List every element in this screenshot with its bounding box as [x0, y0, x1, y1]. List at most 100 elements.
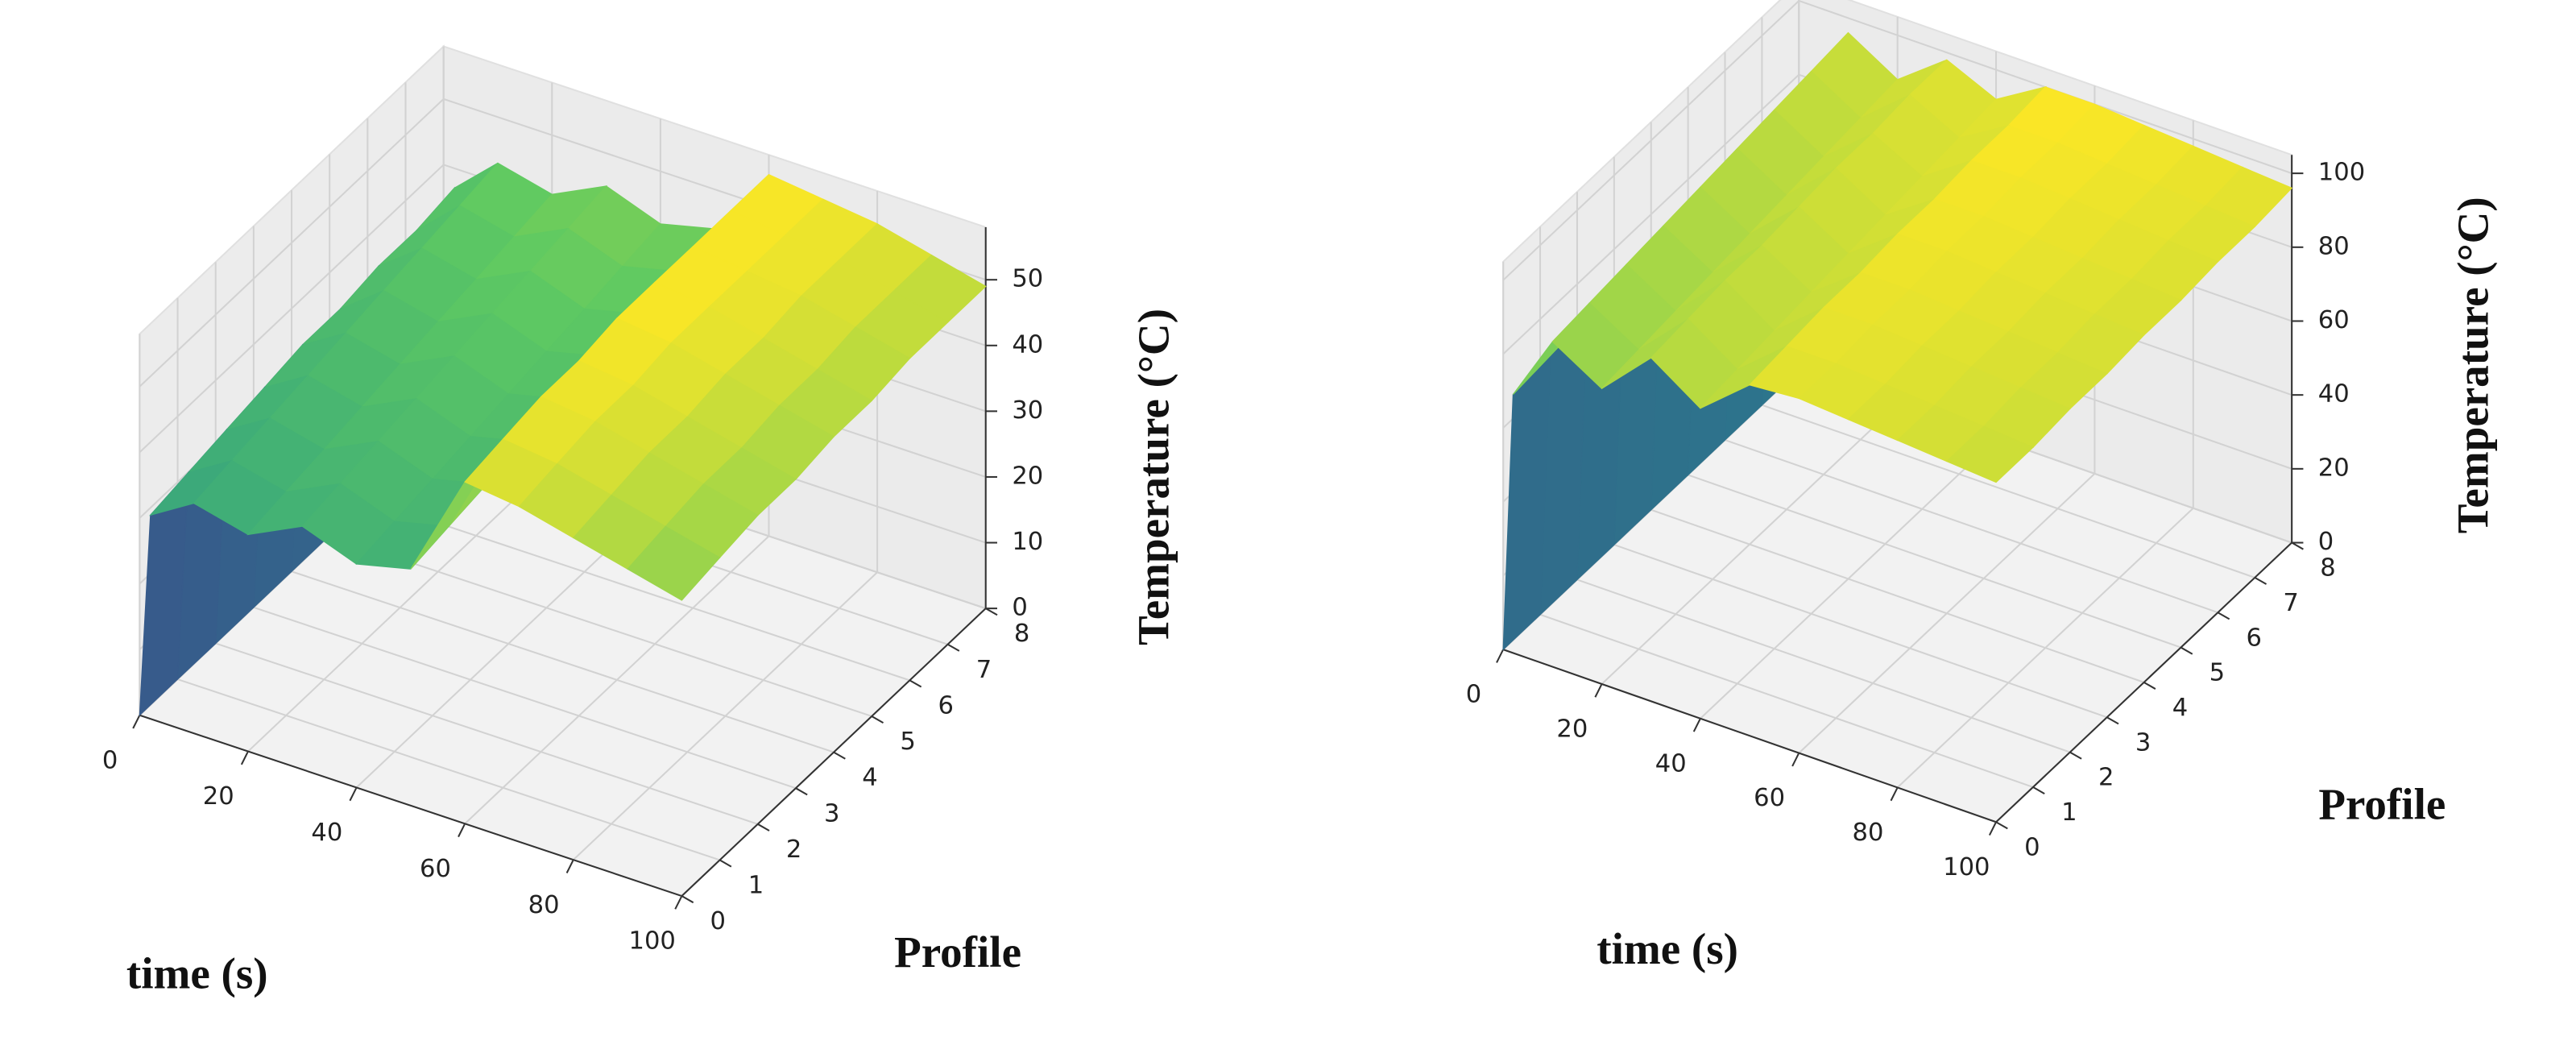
- z-tick-label: 40: [1012, 330, 1043, 359]
- y-tick-label: 8: [1014, 620, 1029, 648]
- x-axis-title: time (s): [1597, 924, 1738, 973]
- z-tick-label: 20: [2318, 454, 2350, 482]
- x-tick-label: 0: [102, 746, 118, 774]
- grid-line: [1502, 0, 1799, 281]
- tick-mark: [2291, 541, 2304, 550]
- z-tick-label: 60: [2318, 306, 2350, 334]
- y-tick-label: 7: [976, 656, 992, 684]
- y-tick-label: 5: [2209, 659, 2225, 687]
- y-tick-label: 2: [2098, 764, 2114, 792]
- tick-mark: [1791, 753, 1800, 767]
- y-tick-label: 4: [2172, 694, 2188, 722]
- tick-mark: [674, 895, 683, 910]
- tick-mark: [1890, 786, 1899, 802]
- tick-mark: [2032, 786, 2045, 794]
- axis-line: [1995, 541, 2292, 823]
- z-tick-label: 80: [2318, 232, 2350, 260]
- grid-line: [215, 642, 759, 825]
- y-tick-label: 3: [2135, 728, 2151, 757]
- x-tick-label: 40: [1655, 749, 1687, 778]
- grid-line: [1613, 544, 2108, 719]
- tick-mark: [2180, 646, 2193, 655]
- z-tick-label: 20: [1012, 462, 1043, 490]
- y-tick-label: 0: [2024, 833, 2040, 861]
- grid-line: [253, 606, 797, 790]
- grid-line: [291, 570, 835, 753]
- tick-mark: [2217, 612, 2230, 620]
- tick-mark: [871, 715, 884, 724]
- x-tick-label: 60: [1754, 784, 1785, 812]
- x-tick-label: 80: [1852, 819, 1883, 847]
- tick-mark: [2106, 716, 2119, 725]
- grid-line: [1688, 474, 2181, 649]
- grid-line: [329, 534, 872, 717]
- z-tick-label: 10: [1012, 528, 1043, 556]
- grid-line: [1650, 508, 2144, 683]
- tick-mark: [240, 751, 249, 765]
- z-axis-title: Temperature (°C): [1129, 309, 1178, 645]
- y-tick-label: 3: [824, 799, 839, 827]
- tick-mark: [909, 679, 922, 688]
- tick-mark: [349, 786, 358, 802]
- x-tick-label: 40: [311, 819, 342, 847]
- tick-mark: [985, 608, 998, 616]
- x-tick-label: 20: [203, 782, 234, 811]
- tick-mark: [719, 859, 732, 868]
- z-tick-label: 50: [1012, 265, 1043, 293]
- z-axis-title: Temperature (°C): [2448, 197, 2497, 533]
- x-tick-label: 20: [1556, 715, 1588, 744]
- tick-mark: [681, 895, 694, 904]
- tick-mark: [2069, 751, 2082, 760]
- tick-mark: [1995, 821, 2008, 830]
- grid-line: [1502, 73, 1799, 355]
- y-axis-title: Profile: [2318, 780, 2446, 829]
- surface-facet: [627, 525, 721, 601]
- z-tick-label: 0: [1012, 594, 1027, 622]
- y-tick-label: 1: [748, 872, 764, 900]
- tick-mark: [1496, 649, 1505, 663]
- tick-mark: [2254, 576, 2267, 585]
- z-tick-label: 0: [2318, 528, 2334, 556]
- axis-line: [139, 714, 682, 898]
- tick-mark: [757, 823, 770, 832]
- z-tick-label: 40: [2318, 380, 2350, 409]
- grid-line: [367, 499, 910, 682]
- grid-line: [1725, 439, 2218, 614]
- tick-mark: [565, 859, 574, 873]
- y-tick-label: 6: [2247, 624, 2262, 652]
- y-tick-label: 7: [2283, 589, 2298, 617]
- grid-line: [139, 98, 445, 388]
- grid-line: [1539, 613, 2034, 788]
- grid-line: [139, 164, 445, 454]
- tick-mark: [795, 787, 808, 796]
- x-axis-title: time (s): [126, 949, 268, 998]
- y-tick-label: 6: [938, 691, 954, 720]
- tick-mark: [947, 643, 960, 652]
- z-tick-label: 30: [1012, 396, 1043, 425]
- x-tick-label: 100: [1943, 853, 1990, 881]
- x-tick-label: 100: [629, 927, 676, 956]
- y-tick-label: 1: [2061, 798, 2077, 827]
- surface-facet: [1945, 425, 2035, 483]
- axis-line: [1502, 649, 1997, 823]
- tick-mark: [833, 751, 846, 760]
- grid-line: [1576, 579, 2071, 753]
- y-tick-label: 5: [900, 728, 915, 756]
- y-tick-label: 0: [710, 907, 726, 935]
- y-tick-label: 4: [862, 764, 877, 792]
- z-tick-label: 100: [2318, 159, 2365, 187]
- x-tick-label: 80: [528, 891, 560, 919]
- grid-line: [1762, 404, 2255, 579]
- y-tick-label: 2: [786, 836, 801, 864]
- y-tick-label: 8: [2320, 554, 2335, 583]
- x-tick-label: 0: [1466, 681, 1481, 709]
- grid-line: [177, 678, 720, 861]
- axis-line: [681, 608, 987, 897]
- tick-mark: [458, 823, 466, 838]
- tick-mark: [2143, 682, 2156, 690]
- tick-mark: [1692, 718, 1701, 732]
